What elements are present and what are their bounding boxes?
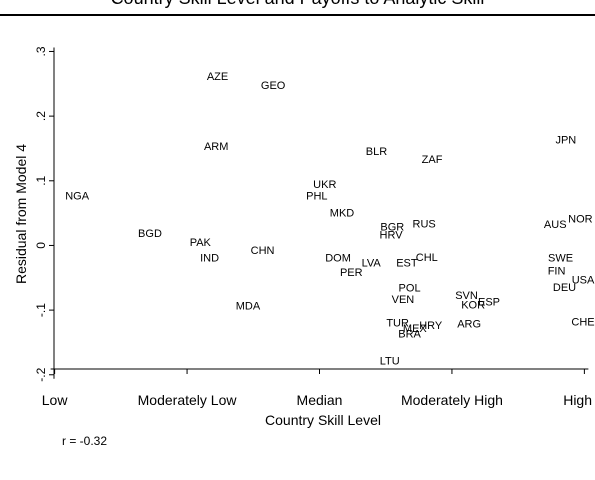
point-label-geo: GEO <box>261 80 286 92</box>
point-label-pol: POL <box>399 282 421 294</box>
point-label-mex: MEX <box>403 323 428 335</box>
point-label-ven: VEN <box>392 294 415 306</box>
point-label-chn: CHN <box>251 245 275 257</box>
point-label-usa: USA <box>572 275 595 287</box>
x-tick-label: Median <box>297 392 343 408</box>
y-tick-label: -.1 <box>34 303 48 317</box>
point-label-pak: PAK <box>190 237 212 249</box>
point-label-zaf: ZAF <box>422 154 443 166</box>
point-label-hry: HRY <box>419 320 443 332</box>
point-label-swe: SWE <box>548 253 573 265</box>
point-label-aus: AUS <box>544 219 567 231</box>
point-label-bra: BRA <box>398 328 421 340</box>
point-label-bgd: BGD <box>138 228 162 240</box>
correlation-note: r = -0.32 <box>62 434 108 448</box>
point-label-phl: PHL <box>306 191 327 203</box>
point-label-arg: ARG <box>457 319 481 331</box>
title-rule <box>0 14 595 16</box>
point-label-nga: NGA <box>65 191 90 203</box>
chart-title: Country Skill Level and Payoffs to Analy… <box>0 0 595 9</box>
point-label-mda: MDA <box>236 301 261 313</box>
point-label-tur: TUR <box>386 317 409 329</box>
point-label-mkd: MKD <box>330 207 355 219</box>
y-tick-label: -.2 <box>34 367 48 381</box>
ticks-group: -.2 -.1 0 .1 .2 .3 Low Moderately Low Median Mode… <box>34 46 592 408</box>
chart-title-strip: Country Skill Level and Payoffs to Analy… <box>0 0 595 14</box>
y-tick-label: .2 <box>34 111 48 121</box>
point-label-nor: NOR <box>568 213 593 225</box>
point-label-ukr: UKR <box>313 179 336 191</box>
point-label-est: EST <box>396 257 418 269</box>
point-label-ltu: LTU <box>380 356 400 368</box>
x-tick-label: High <box>563 392 592 408</box>
point-label-arm: ARM <box>204 141 228 153</box>
point-label-chl: CHL <box>416 252 438 264</box>
point-label-hrv: HRV <box>380 229 404 241</box>
y-tick-label: 0 <box>34 242 48 249</box>
point-label-kor: KOR <box>461 299 485 311</box>
point-label-blr: BLR <box>366 146 387 158</box>
point-label-esp: ESP <box>478 297 500 309</box>
x-tick-label: Moderately Low <box>138 392 238 408</box>
y-tick-label: .1 <box>34 175 48 185</box>
point-label-rus: RUS <box>413 218 436 230</box>
point-label-deu: DEU <box>553 282 576 294</box>
point-label-dom: DOM <box>325 253 351 265</box>
axes-group <box>50 47 589 379</box>
point-label-svn: SVN <box>455 290 478 302</box>
point-label-jpn: JPN <box>555 134 576 146</box>
y-axis-label: Residual from Model 4 <box>13 144 29 284</box>
point-label-fin: FIN <box>548 266 566 278</box>
point-label-che: CHE <box>571 317 594 329</box>
x-axis-label: Country Skill Level <box>265 412 381 428</box>
x-tick-label: Moderately High <box>401 392 503 408</box>
point-label-ind: IND <box>200 253 219 265</box>
point-label-bgr: BGR <box>380 222 404 234</box>
point-label-lva: LVA <box>362 257 382 269</box>
point-label-aze: AZE <box>207 71 228 83</box>
y-tick-label: .3 <box>34 46 48 56</box>
x-tick-label: Low <box>42 392 69 408</box>
point-label-per: PER <box>340 267 363 279</box>
